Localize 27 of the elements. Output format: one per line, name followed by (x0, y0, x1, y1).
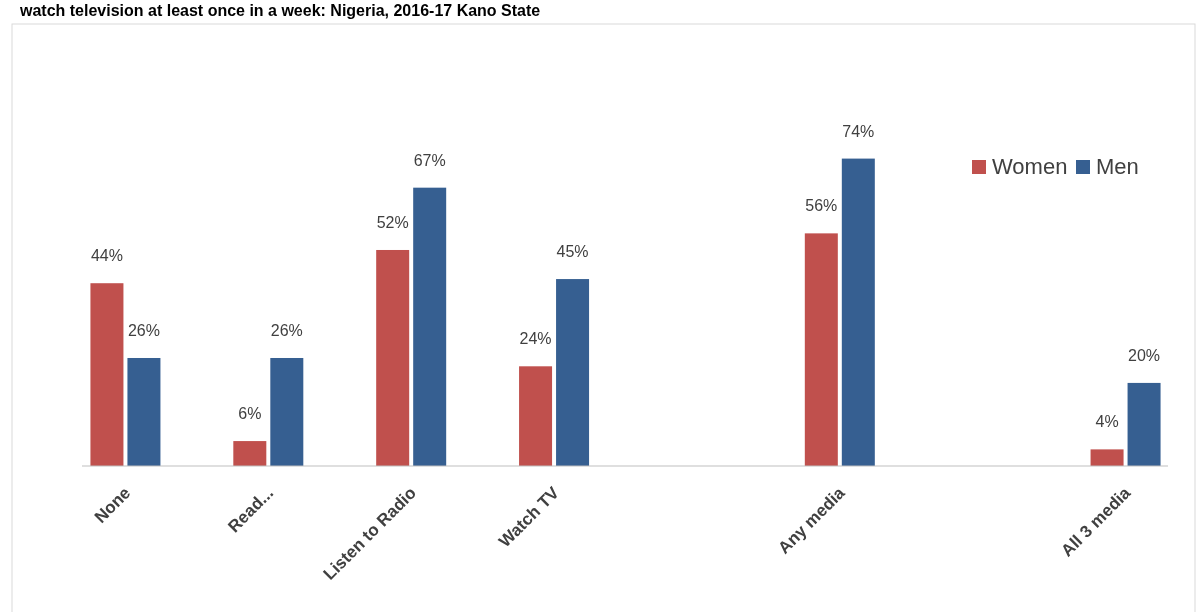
chart-title: watch television at least once in a week: Nigeria, 2016-17 Kano State (19, 2, 541, 19)
bar (413, 187, 447, 466)
bar (90, 283, 124, 466)
bar (233, 441, 267, 466)
bar (376, 249, 410, 466)
data-label: 20% (1128, 346, 1161, 364)
legend-label: Women (992, 154, 1068, 179)
data-label: 26% (127, 321, 160, 339)
data-label: 26% (270, 321, 303, 339)
legend-label: Men (1096, 154, 1139, 179)
bar (127, 357, 161, 466)
data-label: 6% (238, 405, 262, 423)
data-label: 44% (90, 247, 123, 265)
data-label: 56% (805, 197, 838, 215)
bar (1127, 382, 1161, 466)
bar (519, 366, 553, 466)
data-label: 45% (556, 243, 589, 261)
data-label: 52% (376, 213, 409, 231)
data-label: 74% (842, 122, 875, 140)
data-label: 4% (1095, 413, 1119, 431)
bar (1090, 449, 1124, 466)
bar (804, 233, 838, 466)
bar (556, 279, 590, 466)
data-label: 67% (413, 151, 446, 169)
bar (841, 158, 875, 466)
bar (270, 357, 304, 466)
data-label: 24% (519, 330, 552, 348)
